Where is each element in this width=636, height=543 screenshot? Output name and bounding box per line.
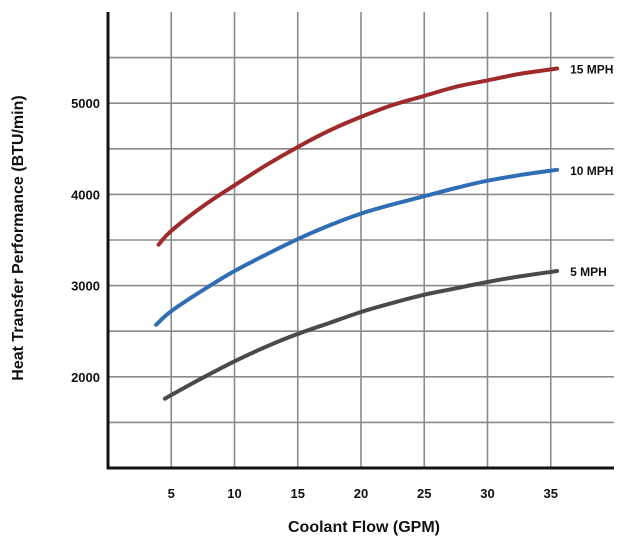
series-line-15-mph xyxy=(156,66,560,247)
y-tick-label: 4000 xyxy=(71,187,100,202)
x-tick-label: 15 xyxy=(291,486,305,501)
series-line-5-mph xyxy=(162,269,560,401)
x-tick-label: 25 xyxy=(417,486,431,501)
series-labels: 15 MPH 10 MPH 5 MPH xyxy=(570,63,613,279)
x-tick-label: 30 xyxy=(480,486,494,501)
x-tick-label: 5 xyxy=(168,486,175,501)
y-tick-label: 2000 xyxy=(71,370,100,385)
x-tick-label: 35 xyxy=(544,486,558,501)
series-label-15-mph: 15 MPH xyxy=(570,63,613,77)
y-axis-title: Heat Transfer Performance (BTU/min) xyxy=(10,95,27,380)
series-lines xyxy=(154,66,560,401)
tick-labels: 5 10 15 20 25 30 35 2000 3000 4000 5000 xyxy=(71,96,558,501)
series-line-10-mph xyxy=(154,167,560,327)
x-tick-label: 10 xyxy=(227,486,241,501)
y-tick-label: 5000 xyxy=(71,96,100,111)
y-tick-label: 3000 xyxy=(71,279,100,294)
x-axis-title: Coolant Flow (GPM) xyxy=(288,519,440,536)
axes xyxy=(106,12,614,470)
grid-lines xyxy=(108,12,614,468)
series-label-5-mph: 5 MPH xyxy=(570,265,607,279)
series-label-10-mph: 10 MPH xyxy=(570,164,613,178)
x-tick-label: 20 xyxy=(354,486,368,501)
